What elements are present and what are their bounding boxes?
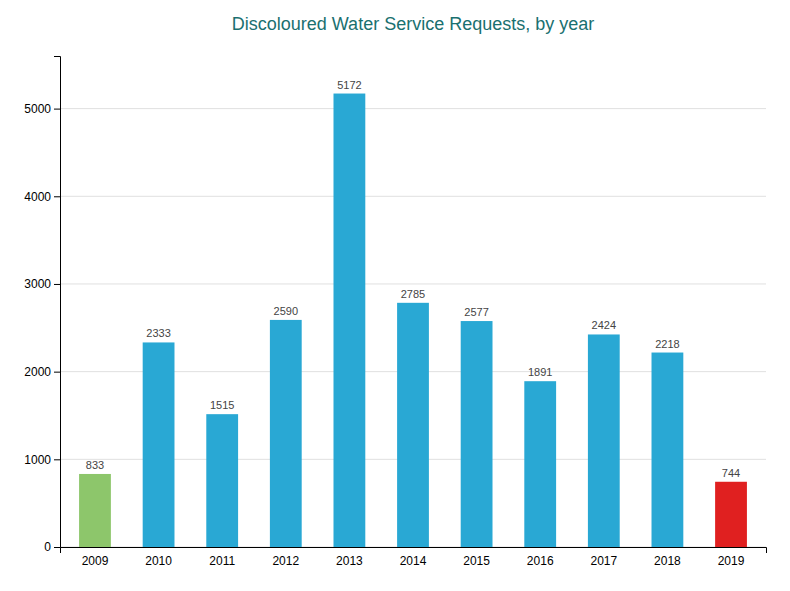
bar	[270, 320, 302, 547]
tick-mark	[54, 196, 60, 197]
grid-line	[60, 196, 766, 197]
data-label: 2590	[274, 305, 298, 317]
bar	[79, 474, 111, 547]
tick-label: 2016	[527, 554, 554, 568]
tick: 2015	[463, 554, 490, 568]
tick: 2000	[24, 365, 60, 379]
title: Discoloured Water Service Requests, by y…	[232, 14, 594, 34]
bar	[715, 482, 747, 547]
tick: 4000	[24, 190, 60, 204]
y-axis: 0 1000 2000 3000 4000 5000	[24, 57, 60, 555]
tick: 2013	[336, 554, 363, 568]
tick-label: 2015	[463, 554, 490, 568]
tick: 3000	[24, 277, 60, 291]
tick: 2010	[145, 554, 172, 568]
tick-label: 2013	[336, 554, 363, 568]
axis-line	[54, 57, 61, 548]
tick-label: 2017	[590, 554, 617, 568]
tick-mark	[54, 284, 60, 285]
data-label: 2218	[655, 338, 679, 350]
tick: 2011	[209, 554, 235, 568]
grid-line	[60, 283, 766, 284]
tick: 2016	[527, 554, 554, 568]
chart: 0 1000 2000 3000 4000 5000 2009 2010 2011 2012 201…	[0, 0, 790, 591]
bar	[524, 381, 556, 547]
bar	[588, 334, 620, 547]
tick-label: 2010	[145, 554, 172, 568]
bar	[461, 321, 493, 547]
tick: 2009	[82, 554, 109, 568]
tick-label: 0	[44, 540, 51, 554]
tick: 5000	[24, 102, 60, 116]
data-label: 833	[86, 459, 104, 471]
data-label: 2577	[464, 306, 488, 318]
bar	[652, 353, 684, 547]
bars	[79, 94, 747, 547]
data-label: 2785	[401, 288, 425, 300]
data-labels: 833 2333 1515 2590 5172 2785 2577 1891 2424 2218 7…	[86, 79, 740, 479]
data-label: 2424	[592, 319, 616, 331]
tick: 2014	[400, 554, 427, 568]
tick-label: 2018	[654, 554, 681, 568]
tick-mark	[54, 109, 60, 110]
bar	[206, 414, 238, 547]
tick: 2019	[718, 554, 745, 568]
tick: 2012	[272, 554, 299, 568]
grid	[60, 109, 766, 547]
bar	[397, 303, 429, 547]
tick-label: 2009	[82, 554, 109, 568]
data-label: 5172	[337, 79, 361, 91]
tick: 0	[44, 540, 60, 554]
bar	[333, 94, 365, 547]
x-axis: 2009 2010 2011 2012 2013 2014 2015 2016 2017 2018…	[61, 548, 767, 568]
tick-label: 2011	[209, 554, 235, 568]
grid-line	[60, 108, 766, 109]
tick: 2017	[590, 554, 617, 568]
tick: 1000	[24, 453, 60, 467]
tick-mark	[54, 459, 60, 460]
data-label: 1515	[210, 399, 234, 411]
data-label: 1891	[528, 366, 552, 378]
tick-label: 1000	[24, 453, 51, 467]
axis-line	[61, 548, 767, 554]
bar	[143, 342, 175, 547]
tick-label: 2000	[24, 365, 51, 379]
tick-label: 3000	[24, 277, 51, 291]
tick-mark	[54, 372, 60, 373]
tick-label: 2019	[718, 554, 745, 568]
tick-label: 4000	[24, 190, 51, 204]
tick-mark	[54, 547, 60, 548]
tick: 2018	[654, 554, 681, 568]
tick-label: 5000	[24, 102, 51, 116]
data-label: 2333	[146, 327, 170, 339]
tick-label: 2014	[400, 554, 427, 568]
data-label: 744	[722, 467, 740, 479]
tick-label: 2012	[272, 554, 299, 568]
plot-area: 0 1000 2000 3000 4000 5000 2009 2010 2011 2012 201…	[24, 57, 766, 568]
